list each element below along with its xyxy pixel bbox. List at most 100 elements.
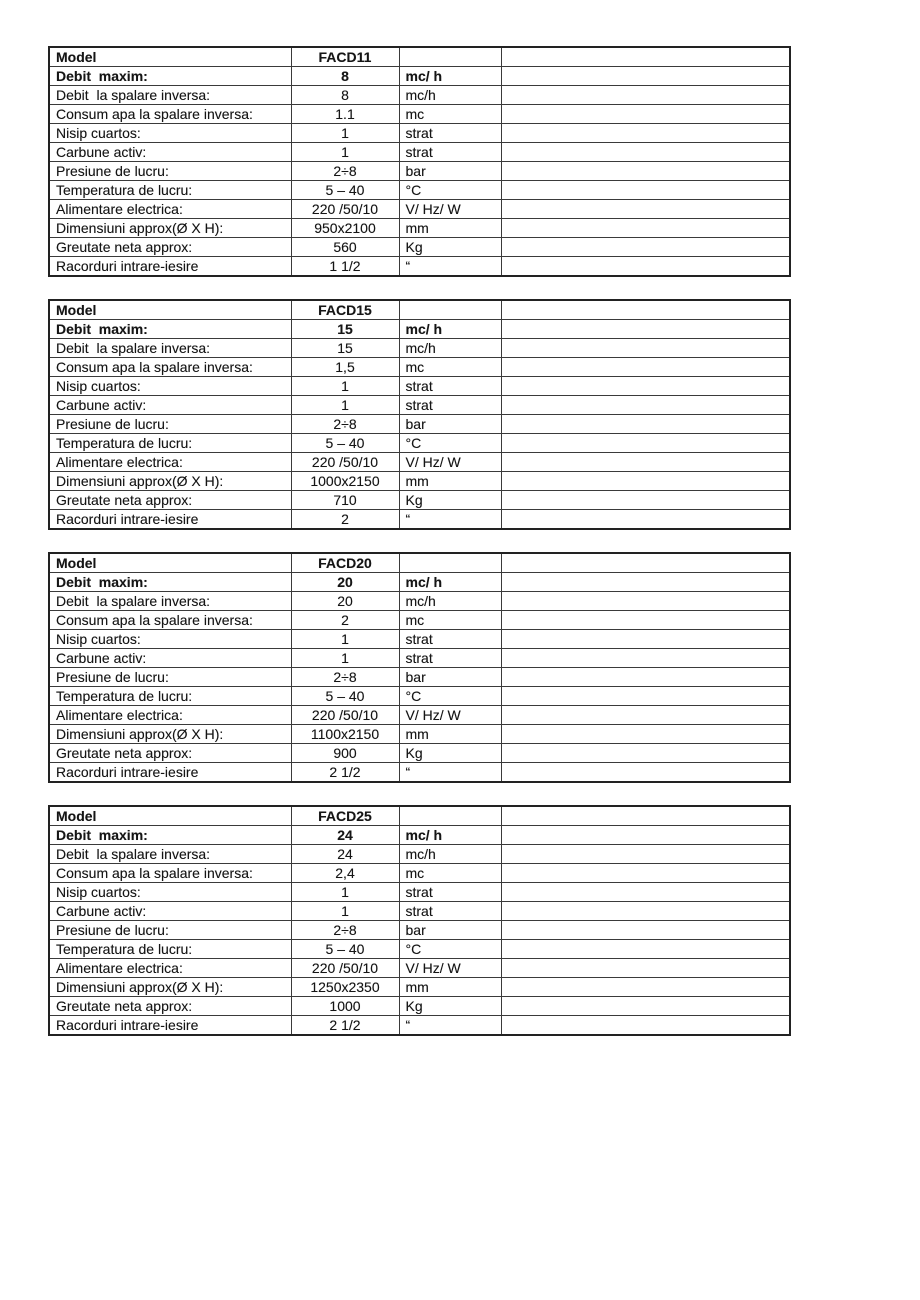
spec-unit-cell: mm: [398, 977, 502, 997]
spec-table-facd25: Model FACD25 Debit maxim: 24 mc/ h Debit la s…: [48, 805, 791, 1036]
spec-unit-cell: [398, 805, 502, 826]
spec-label-cell: Dimensiuni approx(Ø X H):: [48, 471, 292, 491]
table-row: Carbune activ: 1 strat: [48, 395, 791, 415]
table-row: Debit la spalare inversa: 8 mc/h: [48, 85, 791, 105]
spec-unit-cell: mc/ h: [398, 319, 502, 339]
empty-cell: [500, 218, 791, 238]
spec-unit-cell: [398, 552, 502, 573]
empty-cell: [500, 629, 791, 649]
spec-label-cell: Alimentare electrica:: [48, 452, 292, 472]
empty-cell: [500, 686, 791, 706]
empty-cell: [500, 414, 791, 434]
empty-cell: [500, 882, 791, 902]
spec-value-cell: 20: [290, 572, 400, 592]
spec-value-cell: 1: [290, 142, 400, 162]
table-row: Racorduri intrare-iesire 2 “: [48, 509, 791, 530]
spec-label-cell: Temperatura de lucru:: [48, 939, 292, 959]
spec-unit-cell: bar: [398, 161, 502, 181]
spec-unit-cell: [398, 46, 502, 67]
spec-table-facd11: Model FACD11 Debit maxim: 8 mc/ h Debit la sp…: [48, 46, 791, 277]
spec-value-cell: 560: [290, 237, 400, 257]
empty-cell: [500, 958, 791, 978]
table-row: Dimensiuni approx(Ø X H): 1250x2350 mm: [48, 977, 791, 997]
empty-cell: [500, 357, 791, 377]
spec-value-cell: 5 – 40: [290, 180, 400, 200]
table-row: Temperatura de lucru: 5 – 40 °C: [48, 686, 791, 706]
spec-label-cell: Debit maxim:: [48, 825, 292, 845]
empty-cell: [500, 490, 791, 510]
spec-value-cell: 1,5: [290, 357, 400, 377]
spec-unit-cell: mc/h: [398, 338, 502, 358]
table-row: Debit maxim: 8 mc/ h: [48, 66, 791, 86]
spec-value-cell: 1: [290, 376, 400, 396]
spec-value-cell: 950x2100: [290, 218, 400, 238]
spec-value-cell: 24: [290, 825, 400, 845]
spec-value-cell: 1 1/2: [290, 256, 400, 277]
spec-label-cell: Alimentare electrica:: [48, 705, 292, 725]
spec-value-cell: 220 /50/10: [290, 705, 400, 725]
empty-cell: [500, 901, 791, 921]
spec-label-cell: Debit la spalare inversa:: [48, 844, 292, 864]
spec-label-cell: Greutate neta approx:: [48, 490, 292, 510]
spec-label-cell: Presiune de lucru:: [48, 667, 292, 687]
spec-label-cell: Dimensiuni approx(Ø X H):: [48, 218, 292, 238]
spec-unit-cell: Kg: [398, 996, 502, 1016]
empty-cell: [500, 552, 791, 573]
spec-label-cell: Nisip cuartos:: [48, 882, 292, 902]
spec-unit-cell: bar: [398, 920, 502, 940]
table-row: Debit la spalare inversa: 20 mc/h: [48, 591, 791, 611]
spec-unit-cell: mc/h: [398, 85, 502, 105]
table-row: Model FACD25: [48, 805, 791, 826]
spec-unit-cell: strat: [398, 142, 502, 162]
empty-cell: [500, 66, 791, 86]
table-row: Debit maxim: 24 mc/ h: [48, 825, 791, 845]
table-row: Nisip cuartos: 1 strat: [48, 376, 791, 396]
empty-cell: [500, 85, 791, 105]
spec-value-cell: 8: [290, 66, 400, 86]
spec-value-cell: 1.1: [290, 104, 400, 124]
spec-value-cell: 2÷8: [290, 161, 400, 181]
spec-label-cell: Consum apa la spalare inversa:: [48, 863, 292, 883]
spec-value-cell: 2 1/2: [290, 1015, 400, 1036]
table-row: Carbune activ: 1 strat: [48, 648, 791, 668]
empty-cell: [500, 825, 791, 845]
spec-unit-cell: mc/ h: [398, 825, 502, 845]
spec-label-cell: Debit maxim:: [48, 66, 292, 86]
empty-cell: [500, 199, 791, 219]
spec-unit-cell: strat: [398, 648, 502, 668]
spec-value-cell: 15: [290, 319, 400, 339]
spec-label-cell: Racorduri intrare-iesire: [48, 1015, 292, 1036]
spec-label-cell: Nisip cuartos:: [48, 376, 292, 396]
spec-label-cell: Model: [48, 805, 292, 826]
spec-value-cell: 2 1/2: [290, 762, 400, 783]
table-row: Debit maxim: 20 mc/ h: [48, 572, 791, 592]
spec-unit-cell: “: [398, 1015, 502, 1036]
empty-cell: [500, 161, 791, 181]
spec-unit-cell: °C: [398, 939, 502, 959]
spec-label-cell: Greutate neta approx:: [48, 743, 292, 763]
spec-unit-cell: strat: [398, 882, 502, 902]
table-row: Debit la spalare inversa: 24 mc/h: [48, 844, 791, 864]
empty-cell: [500, 256, 791, 277]
spec-unit-cell: “: [398, 256, 502, 277]
spec-value-cell: 2÷8: [290, 667, 400, 687]
spec-label-cell: Debit la spalare inversa:: [48, 85, 292, 105]
spec-value-cell: 2,4: [290, 863, 400, 883]
spec-label-cell: Nisip cuartos:: [48, 629, 292, 649]
spec-label-cell: Alimentare electrica:: [48, 958, 292, 978]
spec-unit-cell: mc/ h: [398, 66, 502, 86]
spec-value-cell: 220 /50/10: [290, 958, 400, 978]
spec-label-cell: Temperatura de lucru:: [48, 433, 292, 453]
spec-value-cell: 15: [290, 338, 400, 358]
spec-value-cell: 5 – 40: [290, 686, 400, 706]
spec-label-cell: Greutate neta approx:: [48, 996, 292, 1016]
spec-value-cell: 220 /50/10: [290, 199, 400, 219]
table-row: Greutate neta approx: 1000 Kg: [48, 996, 791, 1016]
spec-unit-cell: V/ Hz/ W: [398, 199, 502, 219]
empty-cell: [500, 104, 791, 124]
table-row: Model FACD11: [48, 46, 791, 67]
spec-unit-cell: mc: [398, 104, 502, 124]
table-row: Presiune de lucru: 2÷8 bar: [48, 667, 791, 687]
spec-unit-cell: strat: [398, 901, 502, 921]
spec-label-cell: Racorduri intrare-iesire: [48, 509, 292, 530]
